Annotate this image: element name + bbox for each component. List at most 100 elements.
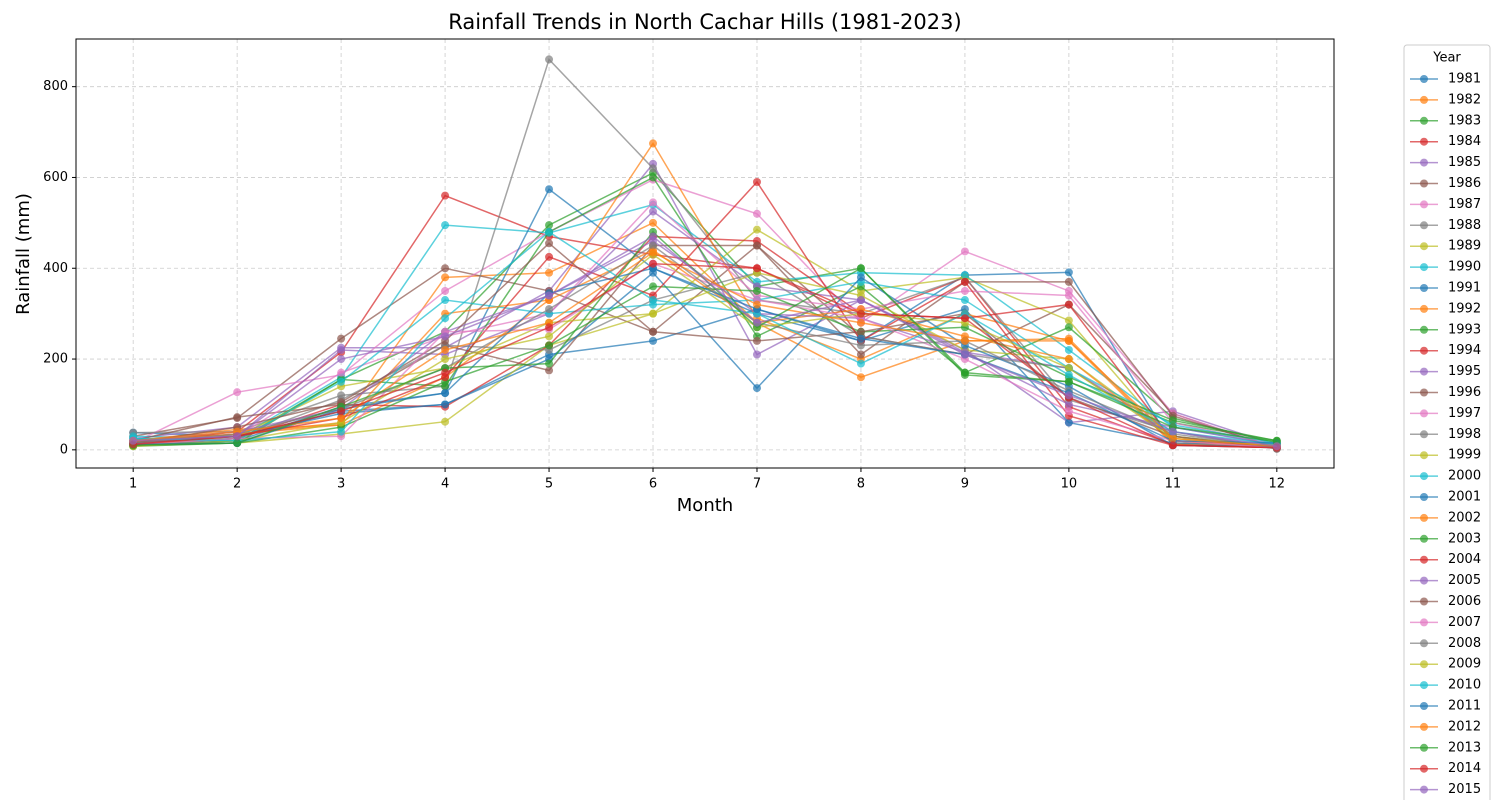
legend-label: 1984 <box>1448 134 1481 149</box>
y-axis-label: Rainfall (mm) <box>13 193 34 315</box>
legend-marker <box>1420 304 1428 313</box>
data-point <box>1064 364 1073 373</box>
x-tick-label: 10 <box>1061 477 1078 492</box>
data-point <box>856 327 865 336</box>
data-point <box>441 264 450 273</box>
data-point <box>649 198 658 207</box>
data-point <box>1064 316 1073 325</box>
legend-label: 1991 <box>1448 281 1481 296</box>
legend-label: 1996 <box>1448 385 1481 400</box>
data-point <box>337 355 346 364</box>
legend-marker <box>1420 597 1428 606</box>
data-point <box>1064 400 1073 409</box>
legend-marker <box>1420 284 1428 292</box>
legend-label: 2000 <box>1448 469 1481 484</box>
series-line <box>133 271 1277 447</box>
series-line <box>133 231 1277 446</box>
legend-marker <box>1420 451 1428 460</box>
legend-marker <box>1420 743 1428 752</box>
series-line <box>133 244 1277 449</box>
data-point <box>337 407 346 416</box>
data-point <box>856 318 865 327</box>
legend-label: 1982 <box>1448 92 1481 107</box>
data-point <box>649 139 658 148</box>
x-axis-label: Month <box>677 495 733 516</box>
data-point <box>545 359 554 368</box>
legend-label: 1999 <box>1448 448 1481 463</box>
x-tick-label: 11 <box>1165 477 1182 492</box>
data-point <box>233 413 242 422</box>
data-point <box>960 286 969 295</box>
series-line <box>133 262 1277 449</box>
data-point <box>1064 345 1073 354</box>
legend-marker <box>1420 639 1428 648</box>
legend-marker <box>1420 409 1428 418</box>
legend-marker <box>1420 137 1428 146</box>
data-point <box>441 417 450 426</box>
x-tick-label: 8 <box>857 477 865 492</box>
legend-label: 1994 <box>1448 343 1481 358</box>
legend-marker <box>1420 702 1428 710</box>
series-line <box>133 262 1277 449</box>
data-point <box>545 332 554 341</box>
data-point <box>441 355 450 364</box>
legend-marker <box>1420 660 1428 669</box>
legend-title: Year <box>1432 51 1461 66</box>
data-point <box>649 207 658 216</box>
data-point <box>441 191 450 200</box>
data-point <box>1064 377 1073 386</box>
data-point <box>752 241 761 250</box>
legend-marker <box>1420 367 1428 376</box>
data-point <box>545 305 554 314</box>
data-point <box>960 247 969 256</box>
data-point <box>1272 442 1281 451</box>
data-point <box>441 332 450 341</box>
legend-label: 1987 <box>1448 197 1481 212</box>
data-point <box>441 286 450 295</box>
legend-marker <box>1420 95 1428 104</box>
data-point <box>545 341 554 350</box>
data-point <box>752 225 761 234</box>
data-point <box>856 264 865 273</box>
data-point <box>649 296 658 305</box>
y-tick-label: 400 <box>43 261 68 276</box>
legend-marker <box>1420 722 1428 731</box>
x-tick-label: 3 <box>337 477 345 492</box>
data-point <box>856 373 865 382</box>
series-line <box>133 253 1277 447</box>
data-point <box>752 286 761 295</box>
data-point <box>545 185 554 194</box>
legend-label: 1992 <box>1448 301 1481 316</box>
legend-marker <box>1420 764 1428 773</box>
data-point <box>856 296 865 305</box>
data-point <box>1168 441 1177 450</box>
legend-label: 2009 <box>1448 657 1481 672</box>
legend-label: 2002 <box>1448 510 1481 525</box>
legend-label: 1981 <box>1448 72 1481 87</box>
legend-marker <box>1420 472 1428 481</box>
data-point <box>441 296 450 305</box>
data-point <box>337 377 346 386</box>
legend-label: 2011 <box>1448 699 1481 714</box>
legend-marker <box>1420 221 1428 230</box>
data-point <box>752 178 761 186</box>
data-point <box>545 323 554 332</box>
x-tick-label: 2 <box>233 477 241 492</box>
data-point <box>649 336 658 345</box>
data-point <box>856 273 865 282</box>
data-point <box>1064 277 1073 286</box>
data-point <box>441 368 450 377</box>
data-point <box>960 314 969 323</box>
data-point <box>1064 391 1073 400</box>
data-point <box>649 173 658 182</box>
legend-label: 2015 <box>1448 782 1481 797</box>
legend-label: 1983 <box>1448 113 1481 128</box>
data-point <box>960 368 969 377</box>
data-point <box>441 221 450 230</box>
data-point <box>233 439 242 448</box>
series-line <box>133 281 1277 444</box>
data-point <box>649 327 658 336</box>
y-tick-label: 0 <box>60 442 68 457</box>
data-point <box>649 218 658 227</box>
x-tick-label: 7 <box>753 477 761 492</box>
